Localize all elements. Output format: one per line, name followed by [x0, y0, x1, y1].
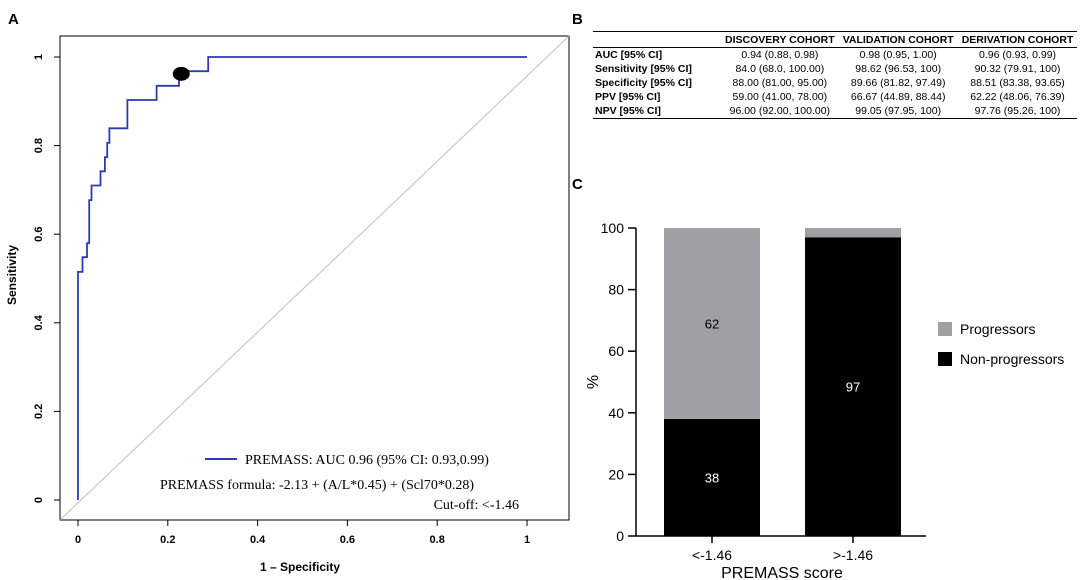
roc-x-tick-label: 0 — [75, 534, 81, 546]
performance-cell: 99.05 (97.95, 100) — [838, 104, 958, 119]
roc-y-tick-label: 0.8 — [33, 138, 45, 153]
roc-y-tick-label: 0.4 — [33, 314, 45, 330]
performance-cell: 62.22 (48.06, 76.39) — [970, 91, 1065, 103]
bar-segment — [664, 418, 760, 536]
performance-cell: 89.66 (81.82, 97.49) — [850, 77, 946, 89]
performance-cell: 84.0 (68.0, 100.00) — [735, 63, 825, 75]
roc-cutoff-marker — [172, 66, 190, 81]
roc-x-axis-title: 1 – Specificity — [260, 560, 340, 574]
panel-label-c: C — [572, 176, 583, 193]
bar-legend-swatch — [938, 352, 952, 366]
bar-y-ticks: 0 20 40 60 80 100 — [601, 220, 636, 544]
performance-row-npv: NPV [95% CI] 96.00 (92.00, 100.00) 99.05… — [593, 104, 1078, 119]
roc-curve-line — [77, 56, 527, 500]
roc-x-tick-label: 0.2 — [160, 534, 175, 546]
roc-plot-frame — [59, 35, 570, 521]
panel-label-a: A — [8, 11, 19, 28]
bar-y-tick-label: 100 — [601, 220, 625, 236]
roc-y-tick-label: 0 — [33, 497, 45, 503]
roc-y-tick-label: 1 — [33, 54, 45, 60]
performance-row-ppv: PPV [95% CI] 59.00 (41.00, 78.00) 66.67 … — [593, 90, 1077, 104]
performance-row-label: Sensitivity [95% CI] — [595, 63, 692, 75]
performance-col-header: VALIDATION COHORT — [838, 31, 958, 48]
bar-segment — [805, 237, 901, 537]
roc-legend-label: PREMASS: AUC 0.96 (95% CI: 0.93,0.99) — [245, 453, 489, 468]
performance-col-header: DISCOVERY COHORT — [721, 31, 839, 48]
bar-y-axis-title: % — [585, 375, 602, 389]
roc-x-tick-label: 0.6 — [340, 534, 355, 546]
stacked-bar-chart: 0 20 40 60 80 100 <-1.46 >-1.46 38 62 97 PREMASS… — [585, 220, 1064, 580]
roc-x-tick-label: 0.4 — [250, 534, 266, 546]
roc-y-axis: 0 0.2 0.4 0.6 0.8 1 — [33, 54, 60, 503]
roc-x-tick-label: 0.8 — [430, 534, 445, 546]
performance-table: DISCOVERY COHORT VALIDATION COHORT DERIV… — [593, 31, 1078, 119]
bar-legend-swatch — [938, 322, 952, 336]
performance-cell: 88.00 (81.00, 95.00) — [732, 77, 828, 89]
panel-label-b: B — [572, 11, 583, 28]
roc-reference-line — [59, 35, 570, 521]
roc-legend: PREMASS: AUC 0.96 (95% CI: 0.93,0.99) PR… — [160, 453, 519, 513]
performance-cell: 66.67 (44.89, 88.44) — [850, 91, 946, 103]
roc-y-axis-title: Sensitivity — [5, 245, 19, 305]
bar-x-tick-label: <-1.46 — [692, 547, 732, 563]
bar-y-tick-label: 60 — [608, 343, 624, 359]
bar-x-axis-title: PREMASS score — [721, 565, 843, 580]
performance-row-label: AUC [95% CI] — [595, 49, 663, 61]
bar-y-tick-label: 20 — [608, 466, 624, 482]
bar-data-label: 97 — [846, 380, 860, 395]
bar-y-tick-label: 0 — [616, 528, 624, 544]
performance-row-auc: AUC [95% CI] 0.94 (0.88, 0.98) 0.98 (0.9… — [593, 48, 1077, 63]
performance-cell: 0.94 (0.88, 0.98) — [741, 49, 819, 61]
performance-col-header — [593, 31, 721, 48]
roc-x-tick-label: 1 — [524, 534, 530, 546]
bar-segments: 38 62 97 — [664, 228, 901, 537]
performance-cell: 0.98 (0.95, 1.00) — [859, 49, 937, 61]
roc-chart: 0 0.2 0.4 0.6 0.8 1 0 0.2 0.4 0.6 0.8 1 1 – Specif… — [5, 35, 570, 574]
performance-cell: 97.76 (95.26, 100) — [957, 104, 1078, 119]
performance-row-specificity: Specificity [95% CI] 88.00 (81.00, 95.00… — [593, 76, 1077, 90]
performance-table-header: DISCOVERY COHORT VALIDATION COHORT DERIV… — [593, 31, 1078, 48]
roc-y-tick-label: 0.6 — [33, 227, 45, 242]
performance-col-header: DERIVATION COHORT — [957, 31, 1078, 48]
bar-legend-label: Non-progressors — [960, 351, 1064, 367]
bar-legend-label: Progressors — [960, 321, 1035, 337]
performance-cell: 90.32 (79.91, 100) — [974, 63, 1061, 75]
bar-y-tick-label: 80 — [608, 282, 624, 298]
performance-row-label: Specificity [95% CI] — [595, 77, 692, 89]
roc-cutoff-label: Cut-off: <-1.46 — [434, 498, 519, 513]
bar-segment — [664, 228, 760, 419]
performance-row-label: NPV [95% CI] — [593, 104, 721, 119]
bar-y-tick-label: 40 — [608, 405, 624, 421]
performance-cell: 98.62 (96.53, 100) — [855, 63, 942, 75]
performance-row-label: PPV [95% CI] — [595, 91, 661, 103]
performance-cell: 88.51 (83.38, 93.65) — [970, 77, 1065, 89]
performance-cell: 0.96 (0.93, 0.99) — [978, 49, 1057, 61]
roc-formula: PREMASS formula: -2.13 + (A/L*0.45) + (S… — [160, 478, 474, 493]
bar-x-tick-label: >-1.46 — [833, 547, 873, 563]
roc-y-tick-label: 0.2 — [33, 404, 45, 419]
bar-x-ticks: <-1.46 >-1.46 — [692, 536, 873, 563]
bar-segment — [805, 228, 901, 238]
performance-row-sensitivity: Sensitivity [95% CI] 84.0 (68.0, 100.00)… — [593, 62, 1077, 76]
bar-legend: Progressors Non-progressors — [938, 321, 1064, 367]
performance-cell: 59.00 (41.00, 78.00) — [732, 91, 828, 103]
bar-data-label: 62 — [705, 316, 719, 331]
roc-x-axis: 0 0.2 0.4 0.6 0.8 1 — [75, 520, 530, 546]
bar-data-label: 38 — [705, 470, 719, 485]
performance-cell: 96.00 (92.00, 100.00) — [721, 104, 839, 119]
